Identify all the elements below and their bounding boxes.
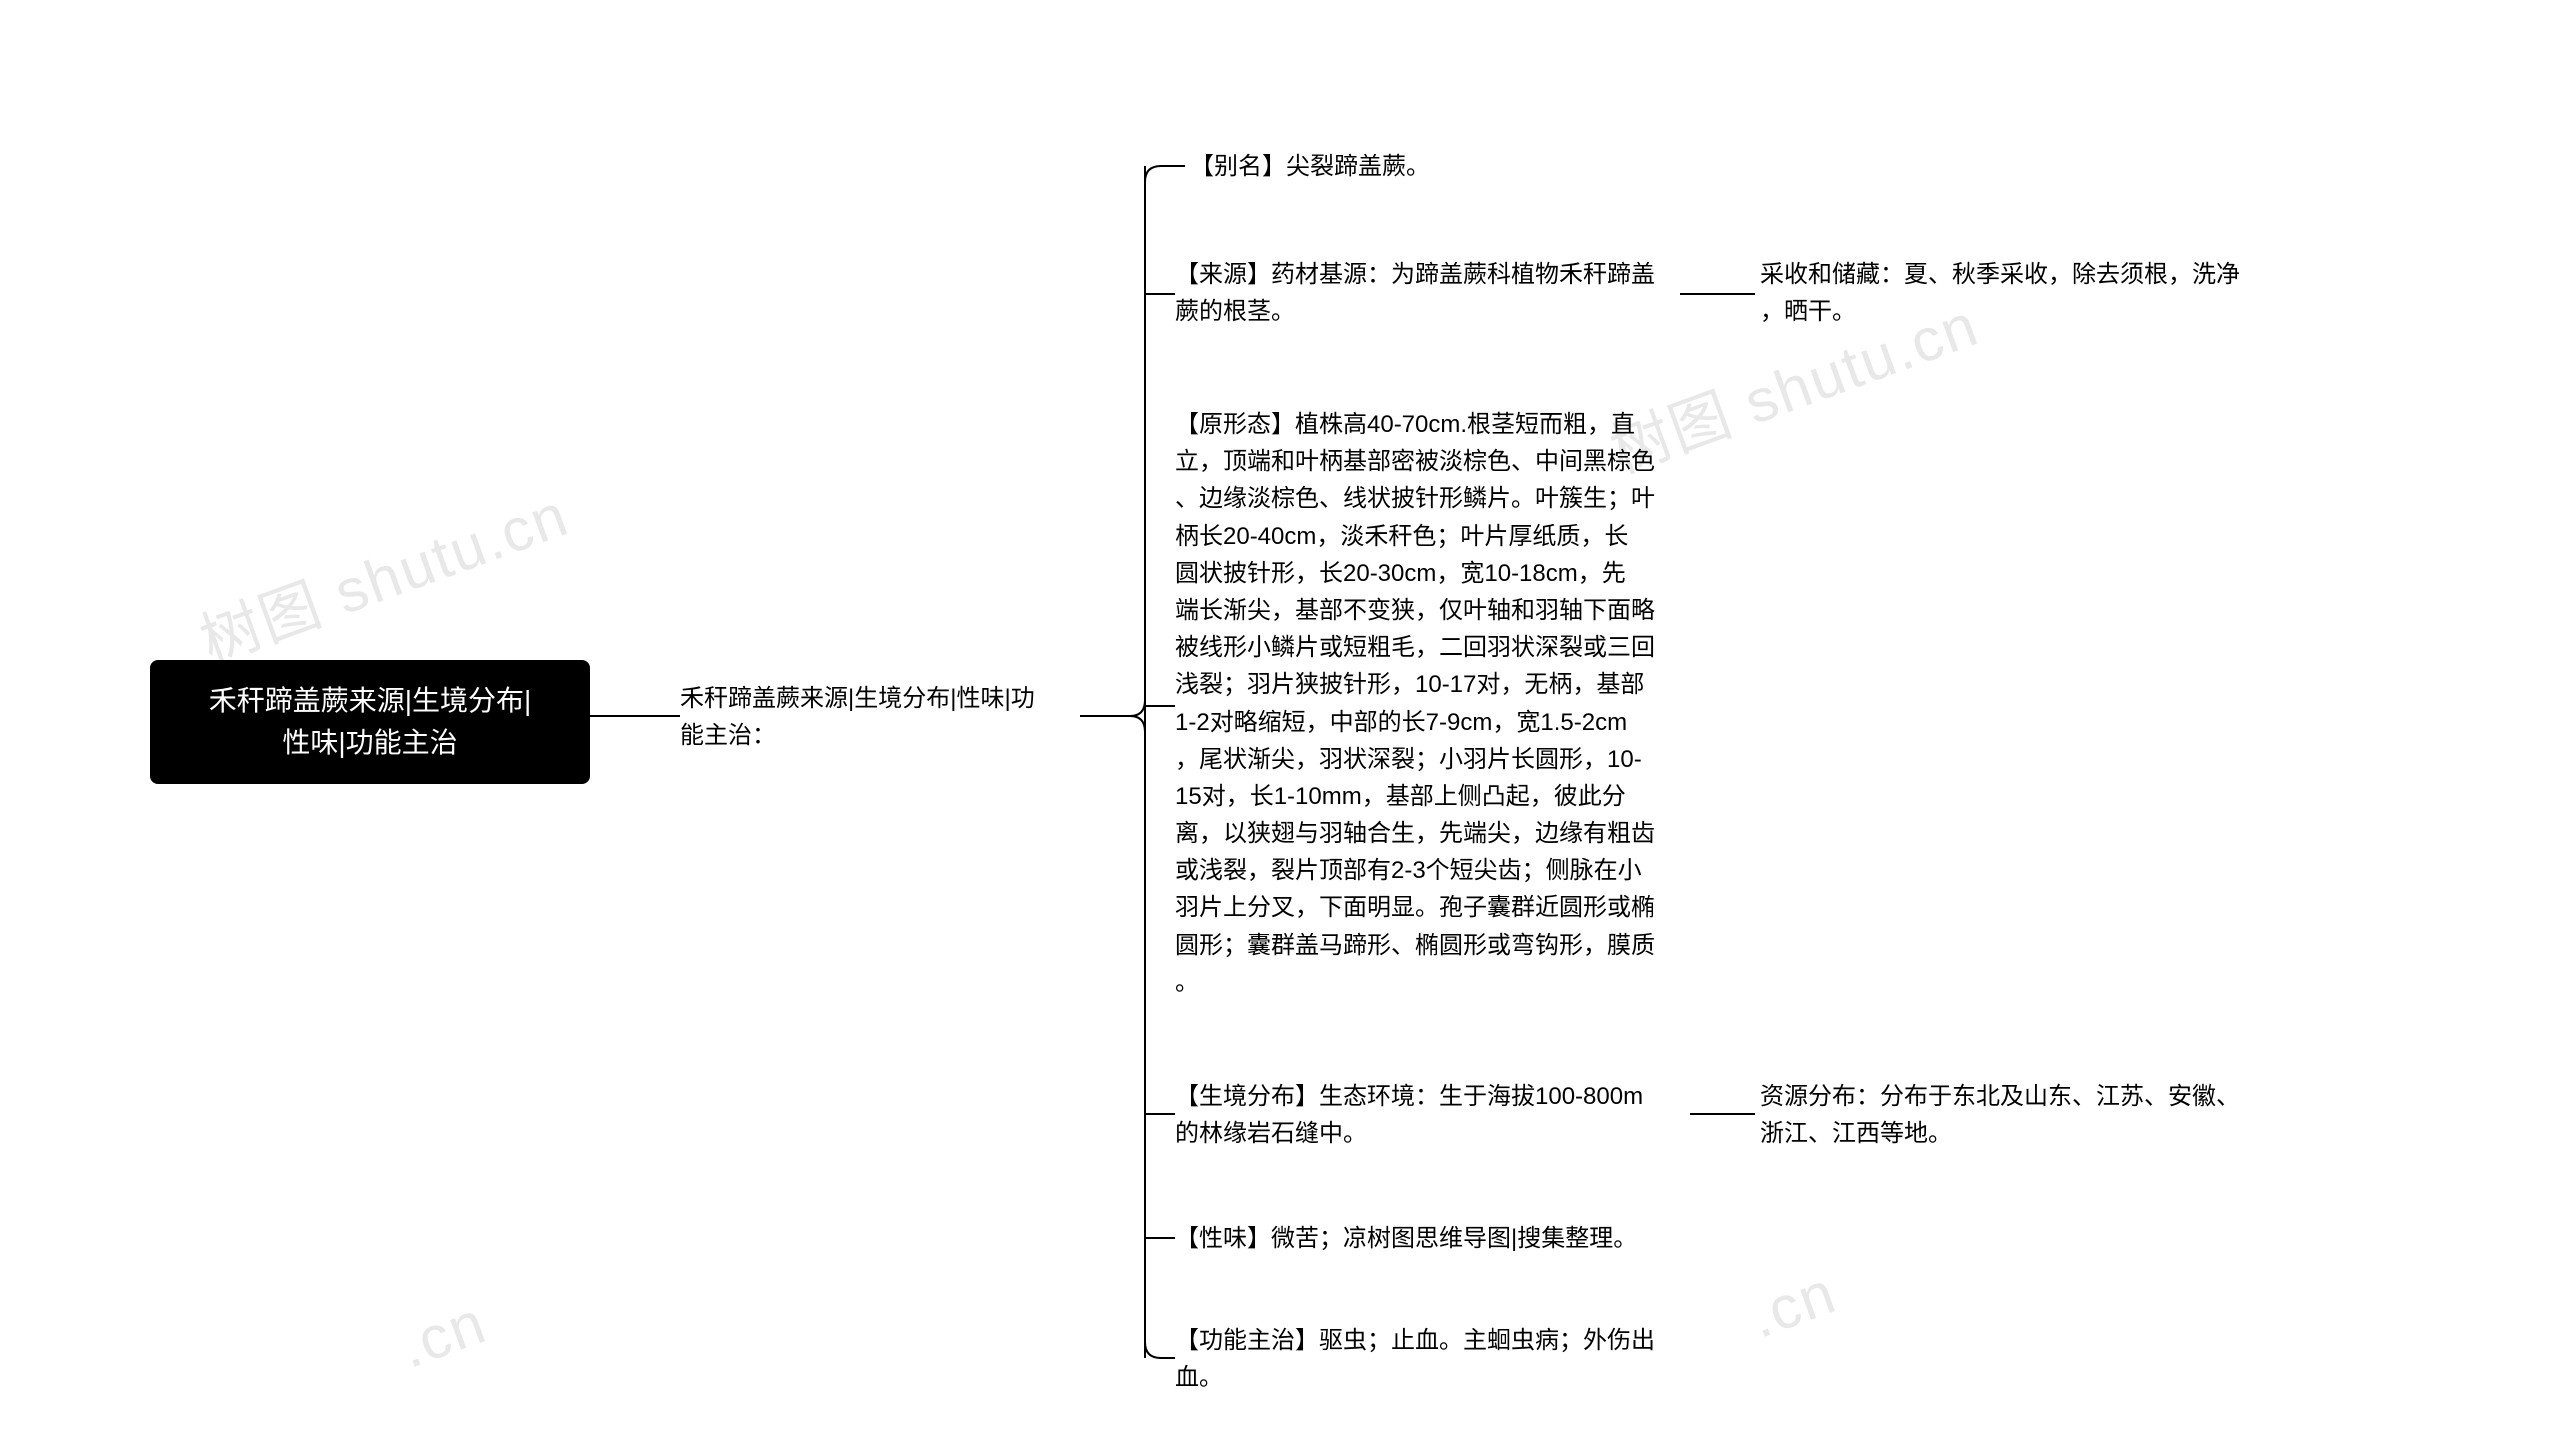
node-text: 【别名】尖裂蹄盖蕨。: [1190, 153, 1430, 180]
root-node[interactable]: 禾秆蹄盖蕨来源|生境分布|性味|功能主治: [150, 660, 590, 784]
node-distribution[interactable]: 资源分布：分布于东北及山东、江苏、安徽、浙江、江西等地。: [1760, 1078, 2260, 1152]
node-habitat[interactable]: 【生境分布】生态环境：生于海拔100-800m的林缘岩石缝中。: [1175, 1078, 1685, 1152]
node-source[interactable]: 【来源】药材基源：为蹄盖蕨科植物禾秆蹄盖蕨的根茎。: [1175, 256, 1675, 330]
root-node-text: 禾秆蹄盖蕨来源|生境分布|性味|功能主治: [209, 685, 532, 758]
node-taste[interactable]: 【性味】微苦；凉树图思维导图|搜集整理。: [1175, 1220, 1665, 1257]
node-text: 【功能主治】驱虫；止血。主蛔虫病；外伤出血。: [1175, 1327, 1655, 1391]
node-text: 采收和储藏：夏、秋季采收，除去须根，洗净，晒干。: [1760, 261, 2240, 325]
level1-node-text: 禾秆蹄盖蕨来源|生境分布|性味|功能主治：: [680, 685, 1035, 749]
node-text: 【来源】药材基源：为蹄盖蕨科植物禾秆蹄盖蕨的根茎。: [1175, 261, 1655, 325]
mindmap-canvas: 树图 shutu.cn 树图 shutu.cn .cn .cn 禾秆蹄盖蕨来源|…: [0, 0, 2560, 1450]
level1-node[interactable]: 禾秆蹄盖蕨来源|生境分布|性味|功能主治：: [680, 680, 1080, 754]
watermark: .cn: [1741, 1257, 1845, 1351]
node-text: 【生境分布】生态环境：生于海拔100-800m的林缘岩石缝中。: [1175, 1083, 1643, 1147]
node-text: 【性味】微苦；凉树图思维导图|搜集整理。: [1175, 1225, 1637, 1252]
watermark: .cn: [391, 1287, 495, 1381]
node-alias[interactable]: 【别名】尖裂蹄盖蕨。: [1190, 148, 1610, 185]
node-text: 资源分布：分布于东北及山东、江苏、安徽、浙江、江西等地。: [1760, 1083, 2240, 1147]
watermark: 树图 shutu.cn: [187, 467, 579, 681]
node-function[interactable]: 【功能主治】驱虫；止血。主蛔虫病；外伤出血。: [1175, 1322, 1675, 1396]
node-text: 【原形态】植株高40-70cm.根茎短而粗，直立，顶端和叶柄基部密被淡棕色、中间…: [1175, 411, 1655, 996]
node-morphology[interactable]: 【原形态】植株高40-70cm.根茎短而粗，直立，顶端和叶柄基部密被淡棕色、中间…: [1175, 406, 1685, 1001]
node-harvest-storage[interactable]: 采收和储藏：夏、秋季采收，除去须根，洗净，晒干。: [1760, 256, 2260, 330]
